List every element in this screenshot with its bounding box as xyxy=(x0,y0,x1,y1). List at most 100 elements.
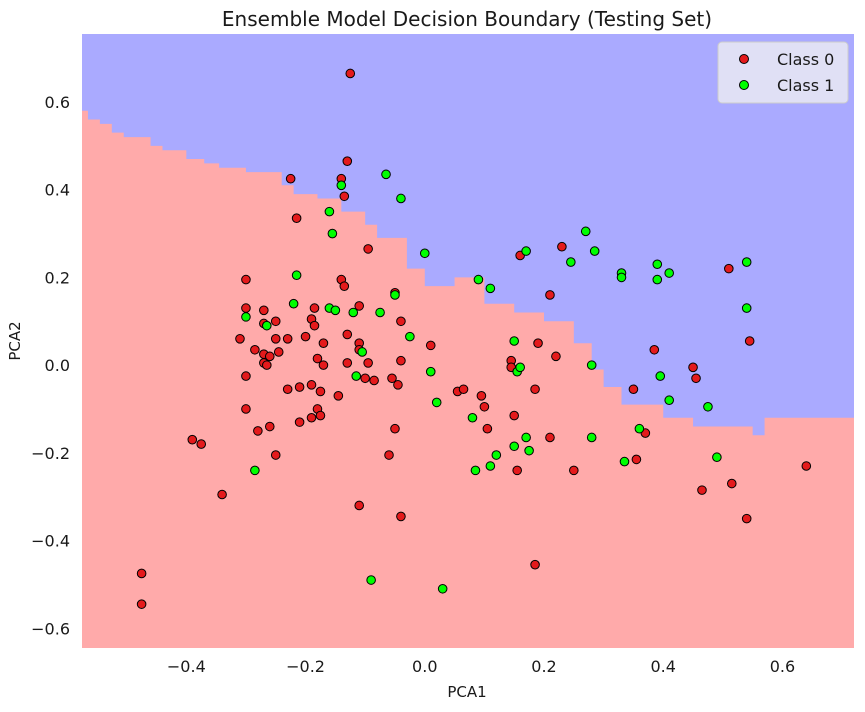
x-tick-label: 0.4 xyxy=(651,657,676,676)
class1-point xyxy=(348,307,359,318)
class0-point xyxy=(545,290,555,300)
class0-point xyxy=(345,68,356,79)
class0-point xyxy=(342,358,353,368)
class0-point xyxy=(342,329,353,340)
class0-point xyxy=(309,320,320,331)
class1-point xyxy=(652,259,663,270)
class1-point xyxy=(619,456,630,467)
class1-point xyxy=(437,583,448,594)
class0-point xyxy=(318,360,329,370)
class0-point xyxy=(476,391,487,401)
class0-point xyxy=(557,241,567,252)
class1-point xyxy=(473,274,484,285)
x-tick-label: 0.2 xyxy=(531,657,556,676)
class0-point xyxy=(354,301,365,311)
class1-point xyxy=(419,248,430,259)
class1-point xyxy=(652,274,663,285)
class0-point xyxy=(270,334,281,344)
class1-point xyxy=(357,347,367,357)
class0-point xyxy=(569,465,579,476)
class0-point xyxy=(533,338,543,348)
class0-point xyxy=(369,375,379,386)
class0-point xyxy=(217,489,227,500)
y-tick-label: 0.2 xyxy=(45,268,70,287)
class0-point xyxy=(318,338,329,348)
class1-point xyxy=(467,412,478,423)
class1-point xyxy=(250,465,260,476)
class0-point xyxy=(631,454,642,465)
class0-point xyxy=(726,478,737,489)
class1-point xyxy=(491,450,502,460)
y-tick-label: −0.4 xyxy=(31,532,70,551)
x-tick-label: −0.4 xyxy=(167,657,206,676)
class1-point xyxy=(381,169,391,180)
class0-point xyxy=(354,500,365,511)
class0-point xyxy=(315,410,326,421)
class0-point xyxy=(285,173,296,184)
class1-point xyxy=(485,283,496,294)
class0-point xyxy=(241,371,251,381)
y-tick-label: −0.2 xyxy=(31,444,70,463)
class0-point xyxy=(270,316,281,327)
class0-point xyxy=(724,263,734,274)
class0-point xyxy=(282,384,293,395)
class0-point xyxy=(396,355,406,366)
class0-point xyxy=(196,439,207,449)
class0-point xyxy=(649,344,660,355)
class0-point xyxy=(530,559,540,570)
class0-point xyxy=(187,434,198,445)
class0-point xyxy=(262,360,272,370)
plot-area xyxy=(82,34,854,648)
class1-point xyxy=(396,193,406,204)
class0-point xyxy=(333,391,344,401)
class1-point xyxy=(509,441,520,452)
y-tick-label: 0.0 xyxy=(45,356,70,375)
class1-point xyxy=(634,423,645,434)
legend-marker-class0 xyxy=(739,54,749,64)
y-tick-label: −0.6 xyxy=(31,619,70,638)
class1-point xyxy=(664,395,674,406)
x-axis-label: PCA1 xyxy=(447,683,486,701)
class0-point xyxy=(300,331,311,342)
class0-point xyxy=(294,382,305,392)
class0-point xyxy=(253,426,263,436)
class1-point xyxy=(655,371,666,381)
class1-point xyxy=(521,432,531,443)
x-tick-label: −0.2 xyxy=(286,657,325,676)
class0-point xyxy=(479,401,490,412)
chart-title: Ensemble Model Decision Boundary (Testin… xyxy=(222,7,712,31)
class0-point xyxy=(509,410,520,421)
x-tick-label: 0.0 xyxy=(412,657,437,676)
class0-point xyxy=(363,244,373,254)
x-axis: −0.4 −0.2 0.0 0.2 0.4 0.6 xyxy=(167,657,795,676)
class0-point xyxy=(241,404,251,414)
class1-point xyxy=(521,246,531,256)
class0-point xyxy=(390,423,400,434)
class0-point xyxy=(282,334,293,344)
class0-point xyxy=(306,412,317,423)
class0-point xyxy=(396,316,406,327)
class1-point xyxy=(288,298,299,309)
class0-point xyxy=(273,347,284,357)
class0-point xyxy=(250,344,260,355)
class0-point xyxy=(315,386,326,397)
class0-point xyxy=(545,432,555,443)
class0-point xyxy=(241,303,251,313)
class1-point xyxy=(515,362,525,373)
class0-point xyxy=(312,353,323,364)
class1-point xyxy=(470,465,481,476)
class1-point xyxy=(336,180,347,191)
class0-point xyxy=(339,191,350,202)
class1-point xyxy=(566,257,576,267)
class1-point xyxy=(431,397,442,408)
class0-point xyxy=(363,358,373,368)
class1-point xyxy=(485,461,496,471)
class1-point xyxy=(375,307,385,318)
class0-point xyxy=(425,340,436,351)
class0-point xyxy=(393,380,403,390)
class0-point xyxy=(294,417,305,427)
class1-point xyxy=(405,331,415,342)
class0-point xyxy=(551,351,561,362)
class0-point xyxy=(259,305,269,316)
